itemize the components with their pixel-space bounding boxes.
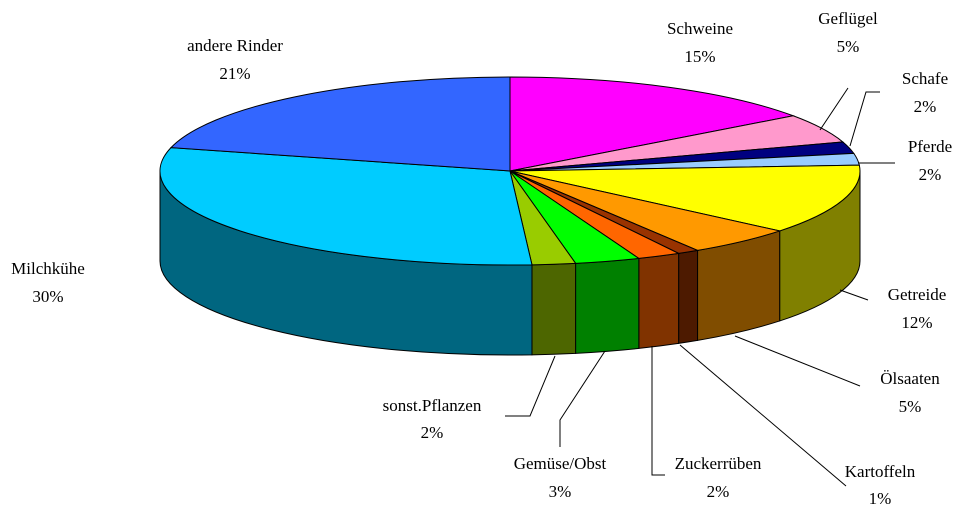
- slice-label: sonst.Pflanzen: [383, 396, 482, 415]
- leader-line: [849, 91, 880, 147]
- leader-line: [505, 355, 556, 417]
- slice-value-label: 5%: [837, 37, 860, 56]
- slice-value-label: 2%: [919, 165, 942, 184]
- slice-side: [638, 252, 680, 349]
- slice-value-label: 1%: [869, 489, 892, 506]
- slice-label: Schafe: [902, 69, 948, 88]
- slice-side: [678, 249, 699, 344]
- slice-label: Milchkühe: [11, 259, 85, 278]
- slice-value-label: 15%: [684, 47, 715, 66]
- leader-line: [559, 350, 606, 447]
- leader-line: [734, 335, 861, 387]
- slice-side: [575, 257, 640, 354]
- slice: [509, 76, 796, 172]
- slice-value-label: 2%: [707, 482, 730, 501]
- slice: [159, 147, 533, 266]
- slice-label: Zuckerrüben: [675, 454, 762, 473]
- slice-value-label: 3%: [549, 482, 572, 501]
- slice-label: Ölsaaten: [880, 369, 940, 388]
- slice-value-label: 12%: [901, 313, 932, 332]
- slice-value-label: 5%: [899, 397, 922, 416]
- slice-label: Kartoffeln: [845, 462, 916, 481]
- slice-label: Geflügel: [818, 9, 878, 28]
- slice-label: andere Rinder: [187, 36, 283, 55]
- slice-label: Schweine: [667, 19, 733, 38]
- slice-label: Gemüse/Obst: [514, 454, 607, 473]
- leader-line: [839, 289, 869, 301]
- leader-line: [679, 344, 847, 487]
- slice-value-label: 21%: [219, 64, 250, 83]
- slice: [509, 164, 861, 232]
- slice-side: [531, 262, 577, 356]
- slice-value-label: 2%: [914, 97, 937, 116]
- leader-line: [651, 346, 665, 476]
- slice-label: Getreide: [888, 285, 947, 304]
- slice-value-label: 2%: [421, 423, 444, 442]
- slice: [169, 76, 511, 172]
- slice-value-label: 30%: [32, 287, 63, 306]
- slice-label: Pferde: [908, 137, 952, 156]
- leader-line: [819, 87, 849, 131]
